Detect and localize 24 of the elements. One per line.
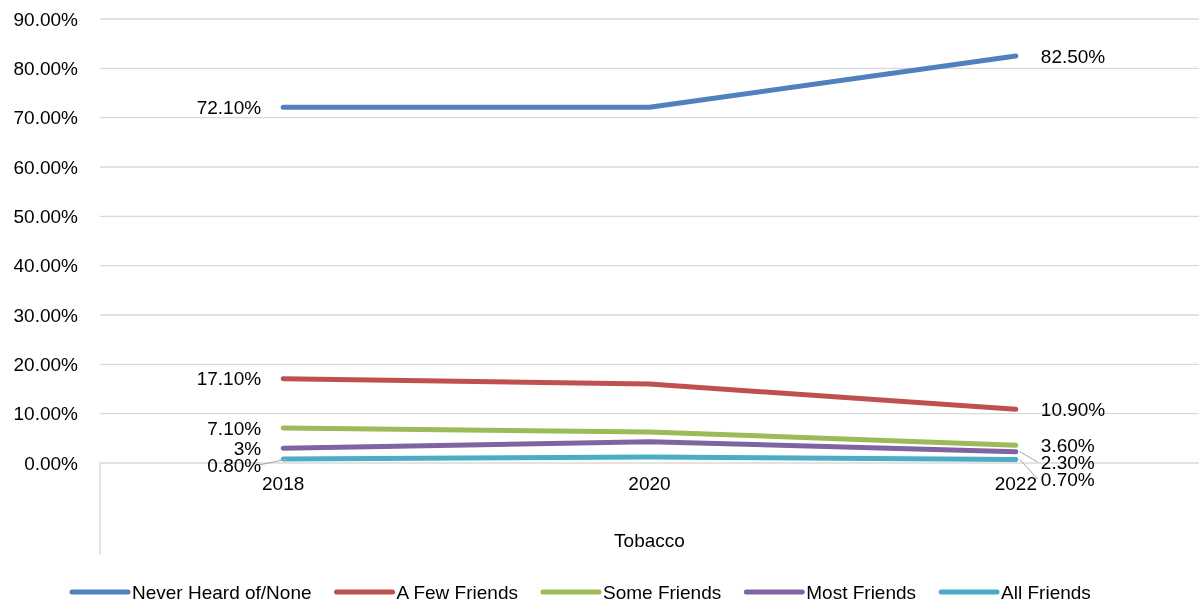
y-tick-label: 20.00% bbox=[13, 353, 79, 375]
y-tick-label: 0.00% bbox=[24, 452, 79, 474]
legend-label: Never Heard of/None bbox=[132, 581, 312, 603]
legend-label: A Few Friends bbox=[396, 581, 518, 603]
legend-label: Most Friends bbox=[806, 581, 917, 603]
legend-label: Some Friends bbox=[602, 581, 722, 603]
data-label: 17.10% bbox=[196, 368, 262, 390]
y-tick-label: 60.00% bbox=[13, 156, 79, 178]
data-label: 7.10% bbox=[207, 417, 262, 439]
y-tick-label: 70.00% bbox=[13, 107, 79, 129]
x-axis-title: Tobacco bbox=[614, 530, 685, 551]
y-tick-label: 80.00% bbox=[13, 57, 79, 79]
y-tick-label: 10.00% bbox=[13, 403, 79, 425]
x-tick-label: 2022 bbox=[994, 473, 1037, 495]
data-label: 82.50% bbox=[1040, 45, 1106, 67]
y-tick-label: 40.00% bbox=[13, 255, 79, 277]
y-tick-label: 30.00% bbox=[13, 304, 79, 326]
x-tick-label: 2018 bbox=[262, 473, 305, 495]
y-tick-label: 50.00% bbox=[13, 205, 79, 227]
data-label: 72.10% bbox=[196, 96, 262, 118]
x-tick-label: 2020 bbox=[628, 473, 671, 495]
y-tick-label: 90.00% bbox=[13, 8, 79, 30]
legend-label: All Friends bbox=[1001, 581, 1091, 603]
data-label: 10.90% bbox=[1040, 398, 1106, 420]
